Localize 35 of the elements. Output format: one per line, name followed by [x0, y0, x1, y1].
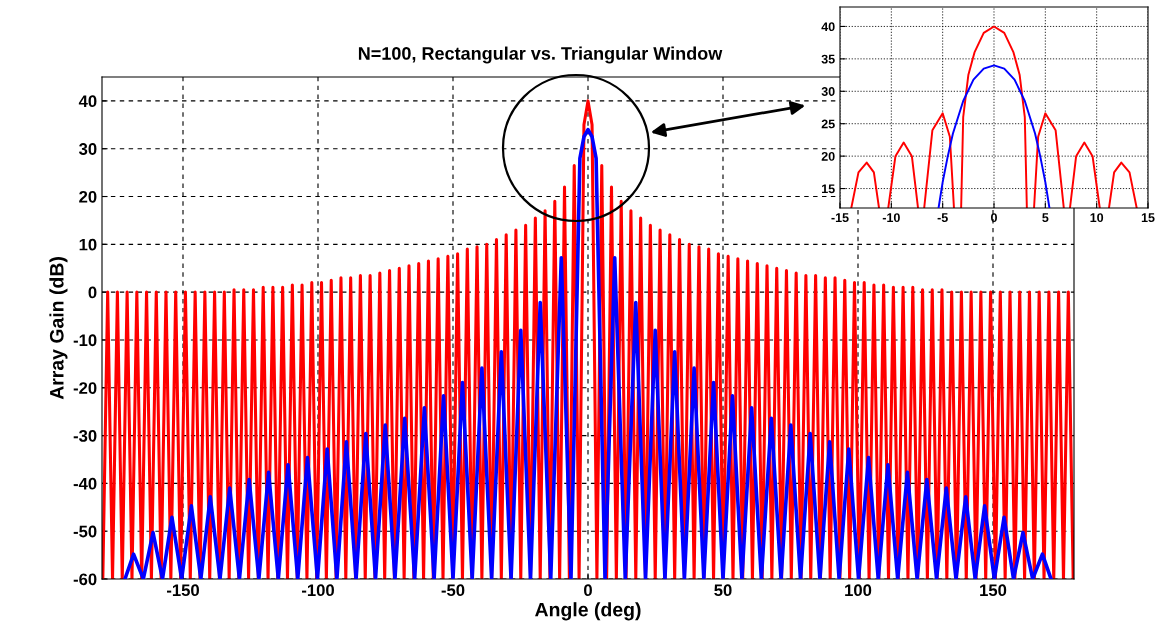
- x-tick-label: 0: [991, 213, 997, 223]
- y-tick-label: 10: [79, 238, 97, 251]
- line-series: [937, 64, 1051, 208]
- y-axis-title: Array Gain (dB): [49, 257, 68, 400]
- x-tick-label: 10: [1090, 213, 1104, 223]
- y-tick-label: 15: [822, 184, 835, 194]
- y-tick-label: -10: [73, 334, 97, 347]
- x-tick-label: 15: [1141, 213, 1155, 223]
- y-tick-label: 30: [821, 87, 835, 96]
- x-tick-label: -100: [301, 584, 334, 597]
- y-tick-label: -20: [73, 382, 97, 394]
- x-tick-label: -5: [937, 213, 948, 223]
- y-tick-label: 40: [821, 22, 835, 32]
- y-tick-label: 30: [78, 143, 97, 155]
- x-tick-label: 50: [714, 584, 732, 597]
- x-tick-label: -50: [441, 584, 465, 597]
- y-tick-label: -40: [73, 477, 97, 490]
- y-tick-label: -60: [73, 573, 97, 586]
- x-tick-label: 0: [584, 584, 592, 597]
- x-axis-title: Angle (deg): [535, 602, 641, 621]
- y-tick-label: 20: [821, 151, 835, 161]
- x-tick-label: 100: [845, 584, 872, 597]
- y-tick-label: 40: [78, 95, 97, 108]
- y-tick-label: 25: [821, 119, 835, 129]
- y-tick-label: -30: [73, 429, 97, 442]
- x-tick-label: -150: [166, 584, 199, 597]
- x-tick-label: -10: [882, 213, 900, 223]
- x-tick-label: -15: [831, 213, 849, 223]
- y-tick-label: -50: [73, 525, 97, 538]
- x-tick-label: 150: [980, 584, 1007, 597]
- y-tick-label: 0: [88, 286, 97, 299]
- y-tick-label: 35: [821, 54, 835, 64]
- chart-title: N=100, Rectangular vs. Triangular Window: [358, 46, 723, 64]
- y-tick-label: 20: [79, 190, 97, 203]
- x-tick-label: 5: [1042, 213, 1049, 223]
